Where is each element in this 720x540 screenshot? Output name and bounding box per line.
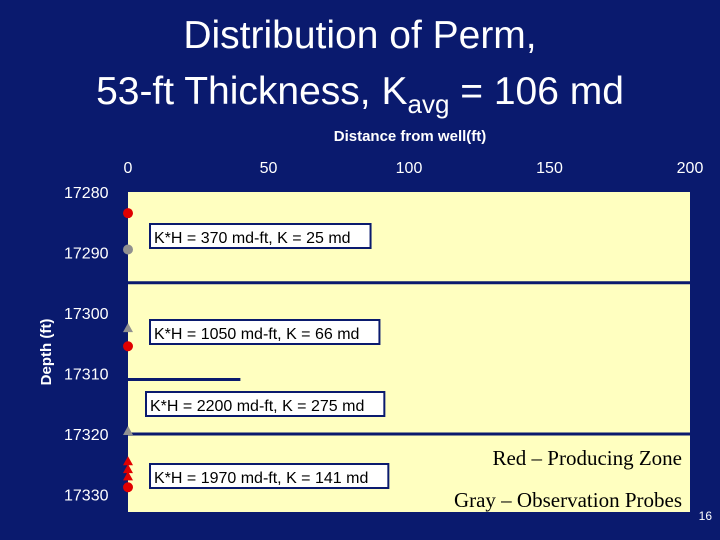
layer-label: K*H = 1970 md-ft, K = 141 md [149,463,390,489]
y-tick-label: 17330 [64,488,109,505]
layer-label-box [149,319,381,345]
x-tick-label: 0 [124,160,133,177]
title-line-2: 53-ft Thickness, Kavg = 106 md [0,70,720,117]
title-subscript: avg [407,89,450,119]
y-tick-label: 17300 [64,306,109,323]
producing-probe-circle [123,482,133,493]
x-tick-label: 100 [396,160,423,177]
layer-label-box [149,463,390,489]
title-line-2-suffix: = 106 md [449,70,624,113]
producing-probe-triangle [123,471,133,481]
layer-label: K*H = 370 md-ft, K = 25 md [149,223,372,249]
x-tick-label: 50 [260,160,278,177]
observation-probe-triangle [123,425,133,435]
x-tick-label: 150 [536,160,563,177]
layer-label-text: K*H = 1970 md-ft, K = 141 md [154,470,368,487]
title-line-1: Distribution of Perm, [183,14,537,57]
layer-label-text: K*H = 1050 md-ft, K = 66 md [154,326,359,343]
y-tick-label: 17320 [64,427,109,444]
page-number: 16 [698,509,712,523]
producing-probe-triangle [123,456,133,466]
layer-label-box [145,391,386,417]
producing-probe-triangle [123,464,133,474]
x-tick-label: 200 [677,160,704,177]
title-line-2-prefix: 53-ft Thickness, K [96,70,408,113]
y-tick-label: 17290 [64,246,109,263]
producing-probe-circle [123,208,133,219]
layer-label-box [149,223,372,249]
x-axis-label: Distance from well(ft) [334,128,487,145]
y-tick-label: 17310 [64,367,109,384]
observation-probe-circle [123,244,133,255]
layer-label-text: K*H = 2200 md-ft, K = 275 md [150,398,364,415]
observation-probe-triangle [123,323,133,333]
y-tick-label: 17280 [64,185,109,202]
layer-label-text: K*H = 370 md-ft, K = 25 md [154,230,351,247]
layer-label: K*H = 1050 md-ft, K = 66 md [149,319,381,345]
legend-producing-zone: Red – Producing Zone [492,446,682,470]
layer-label: K*H = 2200 md-ft, K = 275 md [145,391,386,417]
y-axis-label: Depth (ft) [38,319,55,386]
producing-probe-circle [123,341,133,352]
legend-observation-probes: Gray – Observation Probes [453,488,682,512]
